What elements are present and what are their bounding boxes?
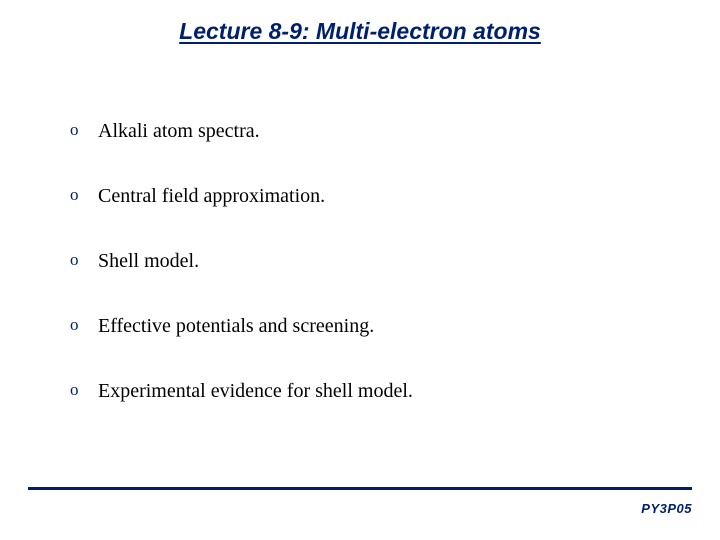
list-item: o Experimental evidence for shell model. bbox=[70, 380, 650, 403]
bullet-marker-icon: o bbox=[70, 120, 98, 140]
bullet-text: Experimental evidence for shell model. bbox=[98, 380, 413, 403]
footer-code: PY3P05 bbox=[641, 501, 692, 516]
bullet-list: o Alkali atom spectra. o Central field a… bbox=[70, 120, 650, 445]
bullet-text: Alkali atom spectra. bbox=[98, 120, 260, 143]
slide: Lecture 8-9: Multi-electron atoms o Alka… bbox=[0, 0, 720, 540]
bullet-text: Central field approximation. bbox=[98, 185, 325, 208]
bullet-marker-icon: o bbox=[70, 250, 98, 270]
footer-divider bbox=[28, 487, 692, 490]
list-item: o Central field approximation. bbox=[70, 185, 650, 208]
title-container: Lecture 8-9: Multi-electron atoms bbox=[0, 0, 720, 45]
bullet-marker-icon: o bbox=[70, 380, 98, 400]
list-item: o Alkali atom spectra. bbox=[70, 120, 650, 143]
slide-title: Lecture 8-9: Multi-electron atoms bbox=[179, 18, 541, 45]
bullet-marker-icon: o bbox=[70, 315, 98, 335]
bullet-marker-icon: o bbox=[70, 185, 98, 205]
list-item: o Shell model. bbox=[70, 250, 650, 273]
bullet-text: Shell model. bbox=[98, 250, 199, 273]
bullet-text: Effective potentials and screening. bbox=[98, 315, 374, 338]
list-item: o Effective potentials and screening. bbox=[70, 315, 650, 338]
